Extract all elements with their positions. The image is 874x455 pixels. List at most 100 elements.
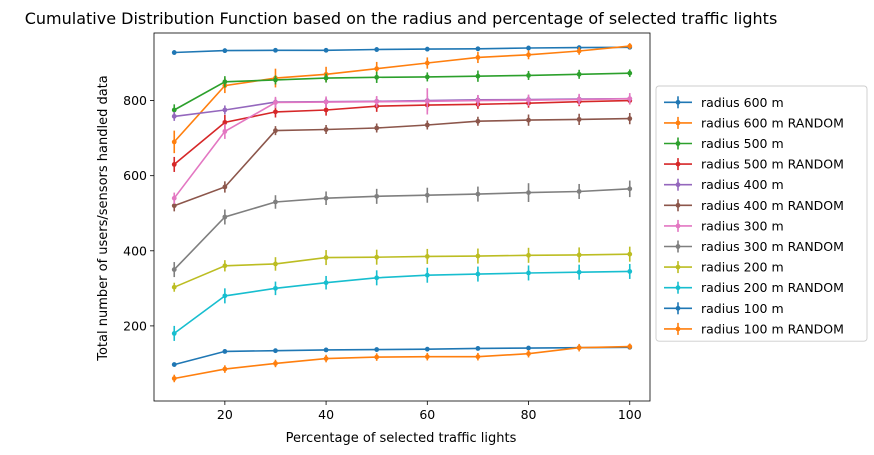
legend-item: radius 500 m RANDOM (664, 157, 844, 172)
data-point (475, 191, 481, 197)
data-point (475, 354, 481, 360)
legend-marker (675, 182, 681, 188)
data-point (526, 252, 531, 258)
data-point (171, 139, 177, 145)
legend-item: radius 600 m RANDOM (664, 115, 844, 130)
data-point (576, 345, 582, 351)
data-point (323, 347, 329, 353)
series-line-5 (173, 117, 630, 207)
data-point (576, 97, 582, 102)
data-point (222, 128, 228, 134)
data-point (273, 261, 278, 267)
series-line-9 (173, 270, 630, 335)
data-point (424, 74, 430, 80)
series-line-0 (174, 46, 630, 54)
data-point (323, 195, 329, 201)
legend-item: radius 300 m (664, 218, 784, 233)
data-point (424, 122, 430, 128)
data-point (273, 47, 278, 53)
legend-label: radius 400 m RANDOM (701, 198, 844, 213)
data-point (374, 193, 380, 199)
legend: radius 600 m radius 600 m RANDOM radius 50… (655, 85, 868, 342)
data-point (576, 71, 582, 77)
series-line-7 (173, 188, 630, 271)
legend-item: radius 400 m (664, 177, 784, 192)
data-point (171, 203, 177, 209)
data-point (171, 107, 177, 113)
series-11 (171, 343, 633, 383)
data-point (627, 269, 633, 274)
data-point (475, 118, 481, 124)
data-point (323, 107, 329, 113)
data-point (374, 254, 380, 260)
data-point (171, 284, 177, 290)
chart-title: Cumulative Distribution Function based o… (25, 9, 778, 28)
data-point (526, 190, 531, 195)
data-point (526, 73, 531, 78)
data-point (273, 199, 278, 205)
data-point (222, 349, 228, 354)
data-point (424, 46, 430, 52)
data-point (273, 348, 278, 354)
data-point (222, 366, 228, 372)
data-point (526, 270, 531, 276)
series-line-6 (173, 97, 630, 199)
series-7 (171, 180, 633, 278)
legend-label: radius 400 m (701, 177, 784, 192)
data-point (171, 113, 177, 119)
y-axis-label: Total number of users/sensors handled da… (96, 75, 111, 362)
data-point (171, 362, 177, 367)
legend-label: radius 100 m (701, 301, 784, 316)
data-point (323, 356, 329, 361)
data-point (273, 128, 278, 134)
data-point (526, 52, 531, 58)
data-point (627, 344, 633, 349)
legend-item: radius 300 m RANDOM (664, 239, 844, 254)
legend-item: radius 100 m RANDOM (664, 321, 844, 336)
data-point (424, 346, 430, 352)
legend-label: radius 200 m (701, 260, 784, 275)
data-point (273, 361, 278, 366)
legend-marker (675, 264, 681, 270)
y-tick-label: 400 (123, 243, 147, 258)
data-point (424, 354, 430, 360)
series-6 (171, 88, 633, 204)
legend-marker (675, 202, 681, 208)
series-5 (171, 112, 633, 212)
data-point (576, 116, 582, 122)
legend-item: radius 500 m (664, 136, 784, 151)
legend-marker (675, 120, 681, 126)
plot-frame (153, 32, 651, 402)
data-point (273, 100, 278, 105)
data-point (424, 272, 430, 278)
data-point (323, 127, 329, 132)
x-tick-label: 40 (318, 407, 334, 422)
data-point (222, 293, 228, 299)
series-9 (171, 263, 633, 341)
series-layer (171, 43, 633, 383)
series-2 (171, 69, 633, 116)
y-tick-label: 200 (123, 318, 147, 333)
legend-marker (675, 285, 681, 291)
data-point (171, 50, 177, 55)
x-tick-label: 100 (618, 407, 642, 422)
legend-item: radius 400 m RANDOM (664, 198, 844, 213)
series-line-10 (173, 346, 630, 366)
y-tick-label: 600 (123, 168, 147, 183)
data-point (171, 195, 177, 201)
data-point (424, 98, 430, 104)
x-tick-label: 60 (419, 407, 435, 422)
data-point (475, 73, 481, 79)
data-point (526, 117, 531, 123)
legend-item: radius 100 m (664, 301, 784, 316)
data-point (171, 376, 177, 381)
data-point (374, 125, 380, 131)
data-point (627, 186, 633, 192)
data-point (374, 354, 380, 360)
data-point (627, 43, 633, 49)
data-point (374, 66, 380, 72)
data-point (475, 271, 481, 277)
data-point (576, 269, 582, 275)
data-point (475, 253, 481, 259)
